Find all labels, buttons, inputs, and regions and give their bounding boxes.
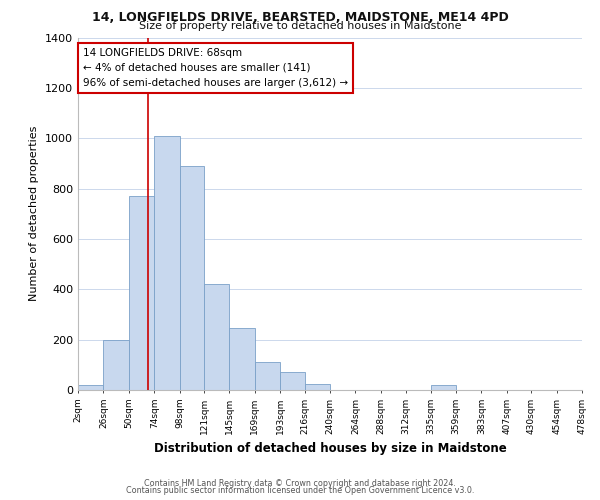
Bar: [129, 196, 154, 390]
Bar: [305, 384, 330, 390]
Bar: [103, 340, 129, 390]
Text: Contains HM Land Registry data © Crown copyright and database right 2024.: Contains HM Land Registry data © Crown c…: [144, 478, 456, 488]
Bar: [229, 328, 255, 390]
Y-axis label: Number of detached properties: Number of detached properties: [29, 126, 40, 302]
Text: Size of property relative to detached houses in Maidstone: Size of property relative to detached ho…: [139, 21, 461, 31]
Bar: [255, 362, 280, 390]
Bar: [78, 385, 103, 390]
Bar: [154, 136, 179, 390]
Bar: [280, 372, 305, 390]
Text: 14 LONGFIELDS DRIVE: 68sqm
← 4% of detached houses are smaller (141)
96% of semi: 14 LONGFIELDS DRIVE: 68sqm ← 4% of detac…: [83, 48, 348, 88]
X-axis label: Distribution of detached houses by size in Maidstone: Distribution of detached houses by size …: [154, 442, 506, 456]
Bar: [431, 385, 456, 390]
Text: 14, LONGFIELDS DRIVE, BEARSTED, MAIDSTONE, ME14 4PD: 14, LONGFIELDS DRIVE, BEARSTED, MAIDSTON…: [92, 11, 508, 24]
Text: Contains public sector information licensed under the Open Government Licence v3: Contains public sector information licen…: [126, 486, 474, 495]
Bar: [179, 166, 204, 390]
Bar: [204, 284, 229, 390]
